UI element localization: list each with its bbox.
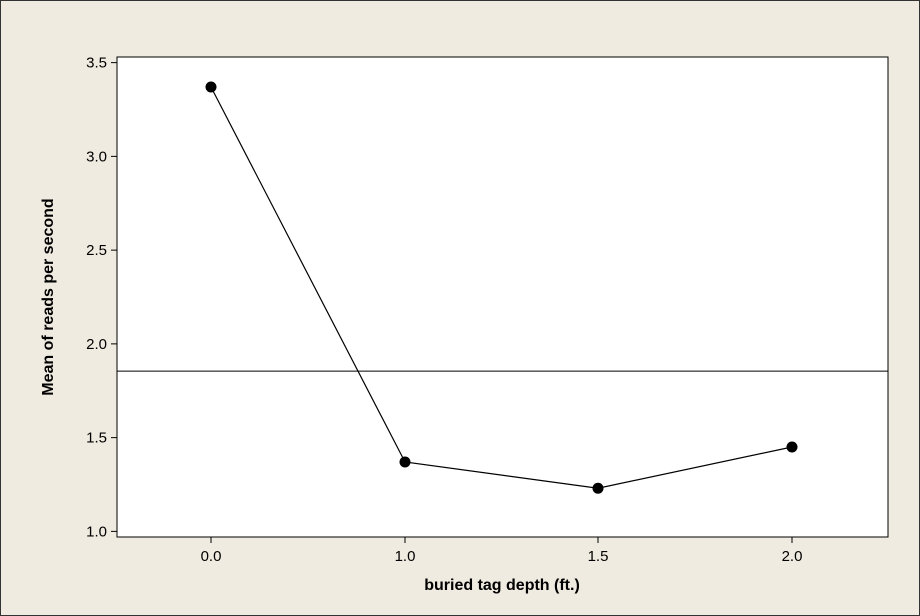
plot-area — [116, 56, 889, 538]
y-axis: 1.0 1.5 2.0 2.5 3.0 3.5 — [86, 55, 117, 540]
x-tick-label: 1.0 — [395, 548, 416, 565]
y-tick-label: 2.0 — [86, 336, 107, 353]
y-tick-label: 1.5 — [86, 430, 107, 447]
y-tick-label: 3.0 — [86, 148, 107, 165]
x-tick-label: 2.0 — [782, 548, 803, 565]
y-tick-label: 2.5 — [86, 242, 107, 259]
series-line — [210, 86, 793, 489]
y-tick-label: 1.0 — [86, 523, 107, 540]
data-point-1-0 — [399, 456, 411, 468]
x-axis: 0.0 1.0 1.5 2.0 — [201, 537, 803, 565]
data-point-2-0 — [786, 441, 798, 453]
data-point-0-0 — [205, 81, 217, 93]
y-axis-title: Mean of reads per second — [40, 198, 57, 395]
x-tick-label: 0.0 — [201, 548, 222, 565]
data-point-1-5 — [592, 482, 604, 494]
series-layer — [205, 81, 798, 494]
x-tick-label: 1.5 — [588, 548, 609, 565]
y-tick-label: 3.5 — [86, 55, 107, 72]
x-axis-title: buried tag depth (ft.) — [424, 577, 580, 594]
